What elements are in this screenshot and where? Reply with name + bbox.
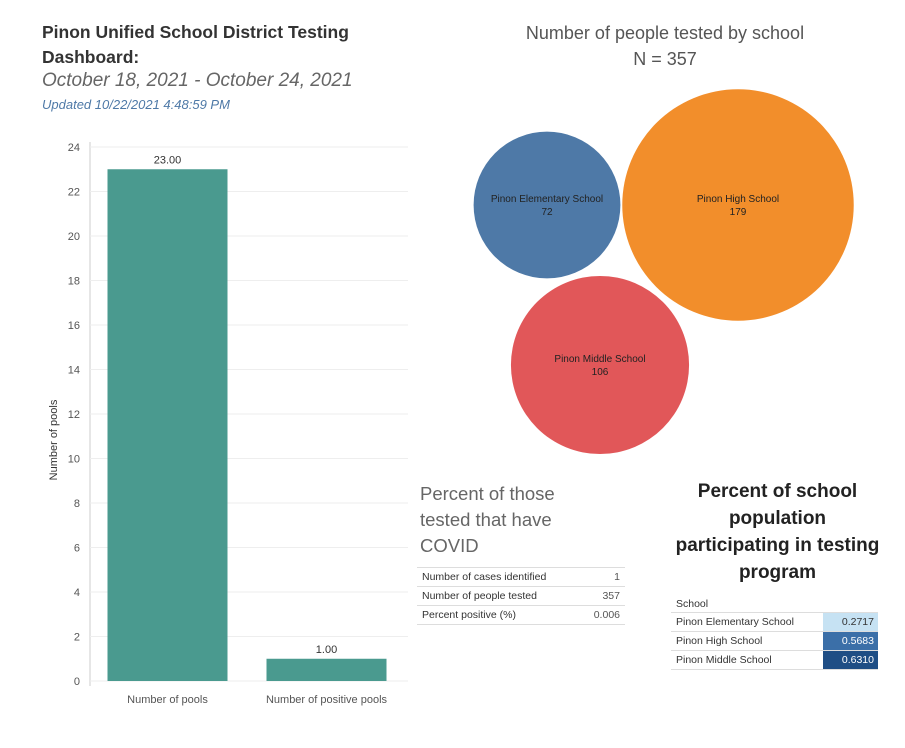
school-name: Pinon High School xyxy=(671,631,823,651)
y-tick-label: 8 xyxy=(74,498,80,510)
updated-timestamp: Updated 10/22/2021 4:48:59 PM xyxy=(42,97,230,112)
row-label: Number of people tested xyxy=(417,586,581,606)
participation-table: Pinon Elementary School 0.2717 Pinon High … xyxy=(671,612,878,670)
row-value: 0.006 xyxy=(580,605,625,625)
bar-chart-bars: 23.00 1.00 xyxy=(107,154,387,681)
bar-data-label: 1.00 xyxy=(316,644,337,656)
table-row: Percent positive (%) 0.006 xyxy=(417,605,625,625)
y-tick-label: 24 xyxy=(68,142,80,154)
y-tick-label: 18 xyxy=(68,276,80,288)
bubble-label: Pinon Middle School xyxy=(554,354,645,365)
participation-value: 0.5683 xyxy=(823,631,878,651)
row-value: 357 xyxy=(580,586,625,606)
bubble[interactable]: Pinon Middle School 106 xyxy=(510,275,690,455)
bubble[interactable]: Pinon Elementary School 72 xyxy=(473,131,621,279)
bubble-chart-subtitle: N = 357 xyxy=(633,49,697,69)
y-tick-label: 16 xyxy=(68,320,80,332)
school-name: Pinon Middle School xyxy=(671,650,823,670)
bubble-circle[interactable] xyxy=(473,131,621,279)
bubble-label: Pinon High School xyxy=(697,194,779,205)
bubble-value: 106 xyxy=(592,367,609,378)
bar-chart-y-label: Number of pools xyxy=(48,399,60,480)
bubble-circle[interactable] xyxy=(510,275,690,455)
bubble-chart-title-line1: Number of people tested by school xyxy=(525,23,805,43)
y-tick-label: 14 xyxy=(68,365,80,377)
bubble[interactable]: Pinon High School 179 xyxy=(622,89,854,321)
table-row: Pinon High School 0.5683 xyxy=(671,631,878,651)
school-name: Pinon Elementary School xyxy=(671,612,823,632)
participation-title: Percent of school population participati… xyxy=(675,481,880,583)
dashboard-title: Pinon Unified School District Testing Da… xyxy=(42,22,349,67)
bar-data-label: 23.00 xyxy=(154,154,182,166)
x-tick-label: Number of pools xyxy=(127,694,208,706)
bubble-value: 179 xyxy=(730,207,747,218)
y-tick-label: 4 xyxy=(74,587,80,599)
table-row: Number of people tested 357 xyxy=(417,586,625,606)
y-tick-label: 10 xyxy=(68,454,80,466)
positivity-table: Number of cases identified 1 Number of peo… xyxy=(417,567,625,625)
bubble-label: Pinon Elementary School xyxy=(491,194,603,205)
row-label: Percent positive (%) xyxy=(417,605,581,625)
bar[interactable] xyxy=(266,658,387,681)
bar-chart-x-ticks: Number of pools Number of positive pools xyxy=(127,694,387,706)
participation-value: 0.6310 xyxy=(823,650,878,670)
y-tick-label: 20 xyxy=(68,231,80,243)
bubble-chart-title: Number of people tested by school N = 35… xyxy=(480,20,850,72)
bar[interactable] xyxy=(107,169,228,681)
date-range: October 18, 2021 - October 24, 2021 xyxy=(42,70,353,91)
row-value: 1 xyxy=(580,567,625,587)
positivity-title: Percent of those tested that have COVID xyxy=(420,483,555,556)
y-tick-label: 12 xyxy=(68,409,80,421)
tested-by-school-bubble-chart: Pinon Elementary School 72 Pinon High Scho… xyxy=(473,89,854,455)
participation-column-header: School xyxy=(676,598,709,610)
table-row: Pinon Middle School 0.6310 xyxy=(671,650,878,670)
row-label: Number of cases identified xyxy=(417,567,581,587)
participation-value: 0.2717 xyxy=(823,612,878,632)
y-tick-label: 0 xyxy=(74,676,80,688)
y-tick-label: 6 xyxy=(74,543,80,555)
bubble-circle[interactable] xyxy=(622,89,854,321)
bubble-value: 72 xyxy=(541,207,553,218)
table-row: Number of cases identified 1 xyxy=(417,567,625,587)
y-tick-label: 22 xyxy=(68,187,80,199)
x-tick-label: Number of positive pools xyxy=(266,694,388,706)
y-tick-label: 2 xyxy=(74,632,80,644)
table-row: Pinon Elementary School 0.2717 xyxy=(671,612,878,632)
